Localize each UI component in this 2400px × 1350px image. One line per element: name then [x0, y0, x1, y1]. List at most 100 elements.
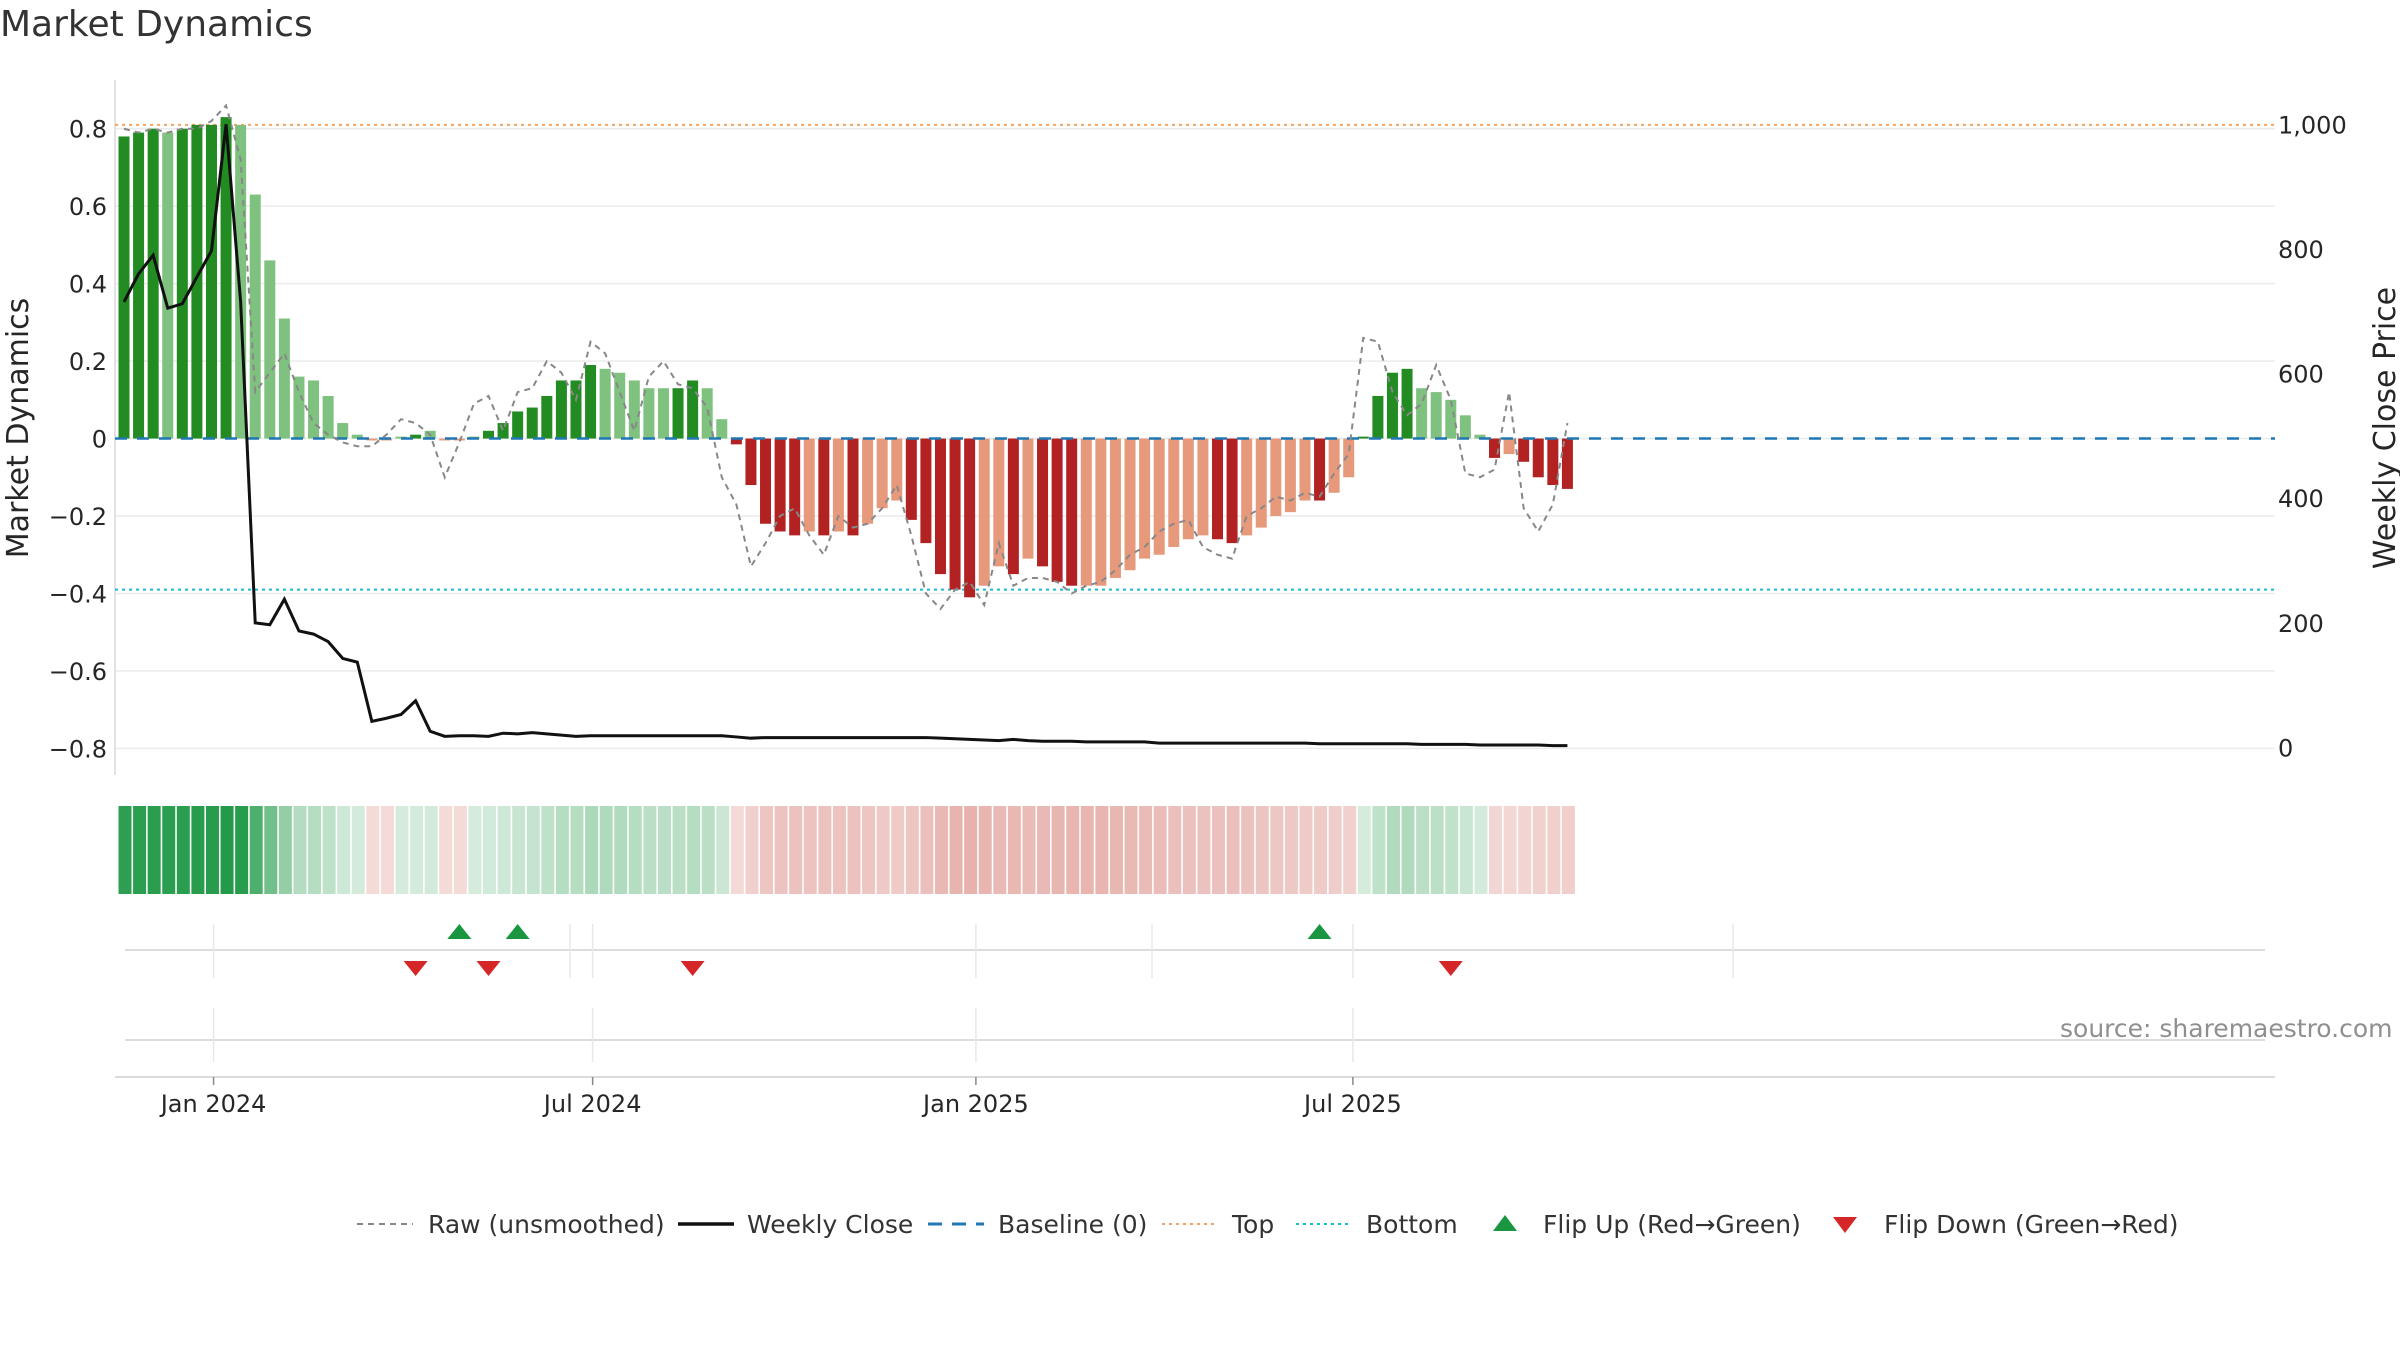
market-dynamics-bar	[512, 411, 524, 439]
strength-strip-cell	[366, 806, 380, 894]
strength-strip-cell	[847, 806, 861, 894]
market-dynamics-bar	[220, 117, 232, 439]
market-dynamics-bar	[337, 423, 349, 439]
market-dynamics-bar	[701, 388, 713, 439]
strength-strip-cell	[1255, 806, 1269, 894]
strength-strip-cell	[1124, 806, 1138, 894]
market-dynamics-bar	[862, 438, 874, 524]
y-left-tick-label: 0.2	[69, 348, 107, 376]
legend: Raw (unsmoothed) Weekly Close Baseline (0)…	[357, 1210, 2179, 1239]
market-dynamics-bar	[1182, 438, 1194, 540]
strength-strip-cell	[1095, 806, 1109, 894]
strength-strip-cell	[1270, 806, 1284, 894]
market-dynamics-bar	[1372, 395, 1384, 439]
y-left-tick-label: 0	[92, 426, 107, 454]
market-dynamics-bar	[672, 388, 684, 439]
strength-strip-cell	[803, 806, 817, 894]
market-dynamics-bar	[1153, 438, 1165, 555]
flip-up-marker	[505, 924, 530, 939]
strength-strip-cell	[526, 806, 540, 894]
strength-strip-cell	[1182, 806, 1196, 894]
y-right-tick-label: 0	[2278, 735, 2293, 763]
strength-strip-cell	[555, 806, 569, 894]
market-dynamics-bar	[497, 423, 509, 439]
strength-strip-cell	[512, 806, 526, 894]
market-dynamics-bar	[789, 438, 801, 536]
strength-strip-cell	[1357, 806, 1371, 894]
legend-label-close: Weekly Close	[747, 1210, 913, 1239]
strength-strip-cell	[176, 806, 190, 894]
market-dynamics-bar	[687, 380, 699, 439]
strength-strip-cell	[220, 806, 234, 894]
y-left-tick-label: 0.4	[69, 271, 107, 299]
market-dynamics-bar	[774, 438, 786, 532]
market-dynamics-bar	[249, 194, 261, 439]
market-dynamics-bar	[1197, 438, 1209, 536]
market-dynamics-bar	[118, 136, 130, 439]
strength-strip-cell	[1547, 806, 1561, 894]
strength-strip-cell	[483, 806, 496, 894]
market-dynamics-bar	[1386, 372, 1398, 439]
market-dynamics-bar	[133, 132, 145, 439]
market-dynamics-bar	[147, 128, 159, 439]
y-left-tick-label: −0.4	[49, 580, 107, 608]
market-dynamics-bar	[614, 372, 626, 439]
market-dynamics-bar	[716, 419, 728, 439]
y-right-tick-label: 1,000	[2278, 111, 2347, 139]
strength-strip-cell	[1328, 806, 1342, 894]
strength-strip-cell	[1139, 806, 1153, 894]
market-dynamics-bar	[993, 438, 1005, 567]
strength-strip-cell	[949, 806, 963, 894]
market-dynamics-bar	[905, 438, 917, 520]
strength-strip-cell	[1226, 806, 1240, 894]
market-dynamics-bar	[1430, 392, 1442, 439]
strength-strip-cell	[1430, 806, 1444, 894]
market-dynamics-bar	[1299, 438, 1311, 501]
strength-strip-cell	[410, 806, 424, 894]
market-dynamics-bar	[1547, 438, 1559, 486]
market-dynamics-bar	[235, 124, 247, 439]
market-dynamics-bar	[657, 388, 669, 439]
market-dynamics-bar	[1270, 438, 1282, 517]
strength-strip-cell	[570, 806, 584, 894]
strength-strip-cell	[1168, 806, 1182, 894]
strength-strip-cell	[920, 806, 934, 894]
strength-strip-cell	[876, 806, 890, 894]
market-dynamics-bar	[1328, 438, 1340, 493]
strength-strip-cell	[964, 806, 978, 894]
market-dynamics-bar	[1007, 438, 1019, 575]
weekly-close-line	[122, 124, 1568, 748]
market-dynamics-bar	[1357, 436, 1369, 439]
market-dynamics-bar	[526, 407, 538, 439]
y-right-tick-label: 800	[2278, 236, 2324, 264]
market-dynamics-bar	[293, 376, 305, 439]
strength-strip-cell	[424, 806, 438, 894]
market-dynamics-bar	[1212, 438, 1223, 540]
strength-strip-cell	[905, 806, 919, 894]
legend-swatch-flip-up	[1493, 1215, 1517, 1231]
strength-strip-cell	[774, 806, 788, 894]
legend-label-top: Top	[1231, 1210, 1274, 1239]
flip-up-marker	[1307, 924, 1332, 939]
y-right-tick-label: 400	[2278, 485, 2324, 513]
market-dynamics-bar	[978, 438, 990, 586]
strength-strip-cell	[395, 806, 409, 894]
strength-strip-cell	[687, 806, 701, 894]
market-dynamics-bar	[964, 438, 976, 598]
strength-strip-cell	[789, 806, 803, 894]
market-dynamics-bar	[1168, 438, 1180, 547]
market-dynamics-bar	[366, 438, 378, 441]
strength-strip-cell	[1284, 806, 1298, 894]
strength-strip-cell	[672, 806, 686, 894]
legend-label-flip-down: Flip Down (Green→Red)	[1884, 1210, 2179, 1239]
market-dynamics-bar	[410, 434, 422, 439]
source-credit: source: sharemaestro.com	[2060, 1014, 2393, 1043]
strength-strip-cell	[380, 806, 394, 894]
strength-strip-cell	[1037, 806, 1051, 894]
strength-strip-cell	[614, 806, 628, 894]
market-dynamics-bar	[1109, 438, 1121, 578]
strength-strip-cell	[468, 806, 482, 894]
strength-strip-cell	[264, 806, 278, 894]
market-dynamics-bar	[541, 395, 553, 439]
y-left-axis-label: Market Dynamics	[1, 298, 36, 559]
